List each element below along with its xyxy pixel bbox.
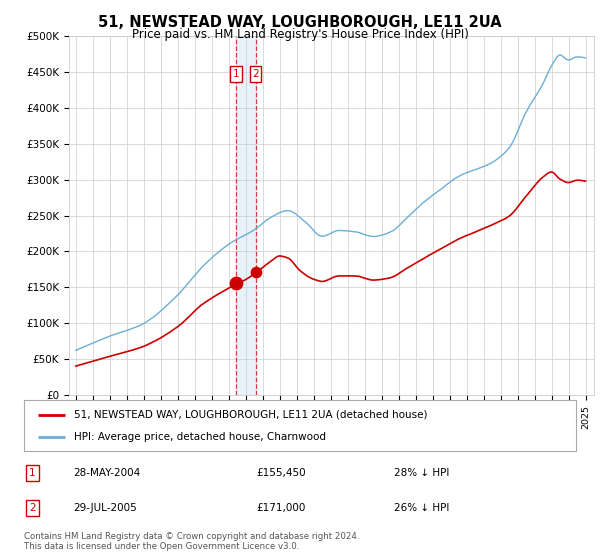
Point <box>251 268 260 277</box>
Text: HPI: Average price, detached house, Charnwood: HPI: Average price, detached house, Char… <box>74 432 326 442</box>
Text: 1: 1 <box>29 468 35 478</box>
Text: 28% ↓ HPI: 28% ↓ HPI <box>394 468 449 478</box>
Bar <box>236 36 256 395</box>
Text: 2: 2 <box>252 69 259 79</box>
Text: £171,000: £171,000 <box>256 503 305 513</box>
Text: 51, NEWSTEAD WAY, LOUGHBOROUGH, LE11 2UA (detached house): 51, NEWSTEAD WAY, LOUGHBOROUGH, LE11 2UA… <box>74 409 427 419</box>
Text: 26% ↓ HPI: 26% ↓ HPI <box>394 503 449 513</box>
Text: Contains HM Land Registry data © Crown copyright and database right 2024.
This d: Contains HM Land Registry data © Crown c… <box>24 532 359 552</box>
Point <box>231 279 241 288</box>
Text: Price paid vs. HM Land Registry's House Price Index (HPI): Price paid vs. HM Land Registry's House … <box>131 28 469 41</box>
Text: 28-MAY-2004: 28-MAY-2004 <box>74 468 141 478</box>
Text: 51, NEWSTEAD WAY, LOUGHBOROUGH, LE11 2UA: 51, NEWSTEAD WAY, LOUGHBOROUGH, LE11 2UA <box>98 15 502 30</box>
Text: 2: 2 <box>29 503 35 513</box>
Text: 29-JUL-2005: 29-JUL-2005 <box>74 503 137 513</box>
Text: 1: 1 <box>233 69 239 79</box>
Text: £155,450: £155,450 <box>256 468 305 478</box>
